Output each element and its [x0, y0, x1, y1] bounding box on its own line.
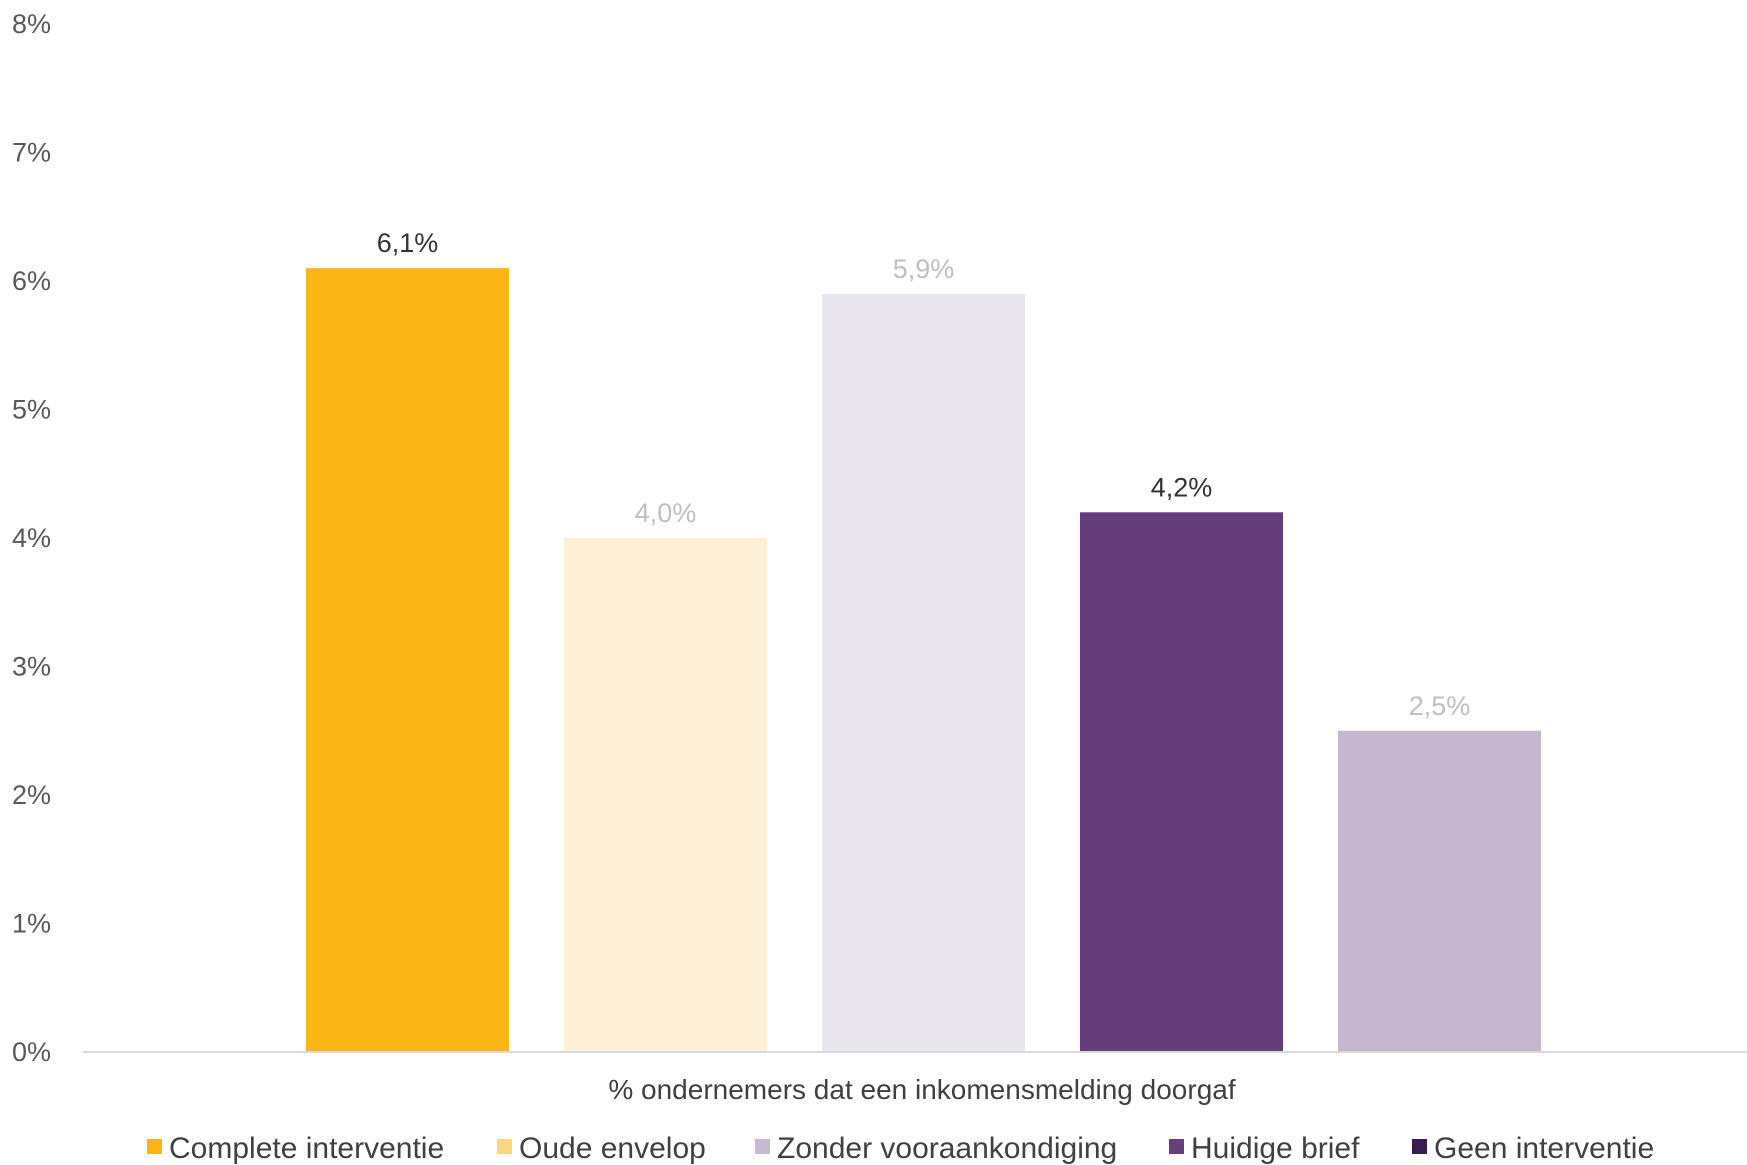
legend-label: Zonder vooraankondiging: [777, 1132, 1117, 1165]
legend-swatch: [147, 1139, 162, 1154]
y-tick-label: 6%: [12, 266, 51, 296]
legend: Complete interventie Oude envelop Zonder v…: [147, 1132, 1654, 1165]
legend-label: Complete interventie: [169, 1132, 444, 1165]
bar: [306, 268, 509, 1052]
y-axis: 0% 1% 2% 3% 4% 5% 6% 7% 8%: [12, 9, 51, 1067]
x-axis-label: % ondernemers dat een inkomensmelding do…: [608, 1074, 1235, 1105]
y-tick-label: 4%: [12, 523, 51, 553]
legend-item: Geen interventie: [1412, 1132, 1654, 1165]
legend-swatch: [1412, 1139, 1427, 1154]
data-label: 4,2%: [1151, 472, 1213, 502]
legend-item: Complete interventie: [147, 1132, 444, 1165]
legend-item: Zonder vooraankondiging: [755, 1132, 1117, 1165]
legend-label: Huidige brief: [1191, 1132, 1360, 1165]
legend-label: Oude envelop: [519, 1132, 706, 1165]
y-tick-label: 1%: [12, 909, 51, 939]
y-tick-label: 7%: [12, 138, 51, 168]
bars: [306, 268, 1541, 1053]
y-tick-label: 3%: [12, 652, 51, 682]
legend-swatch: [755, 1139, 770, 1154]
bar: [1080, 512, 1283, 1052]
y-tick-label: 2%: [12, 780, 51, 810]
data-label: 4,0%: [635, 498, 697, 528]
data-label: 6,1%: [377, 228, 439, 258]
y-tick-label: 0%: [12, 1037, 51, 1067]
bar: [1338, 730, 1541, 1052]
bar: [822, 293, 1025, 1053]
data-label: 2,5%: [1409, 691, 1471, 721]
data-label: 5,9%: [893, 254, 955, 284]
value-labels: 6,1% 4,0% 5,9% 4,2% 2,5%: [377, 228, 1471, 721]
legend-item: Oude envelop: [497, 1132, 706, 1165]
legend-swatch: [1169, 1139, 1184, 1154]
y-tick-label: 8%: [12, 9, 51, 39]
y-tick-label: 5%: [12, 395, 51, 425]
legend-swatch: [497, 1139, 512, 1154]
legend-item: Huidige brief: [1169, 1132, 1360, 1165]
bar: [564, 538, 767, 1052]
legend-label: Geen interventie: [1434, 1132, 1654, 1165]
